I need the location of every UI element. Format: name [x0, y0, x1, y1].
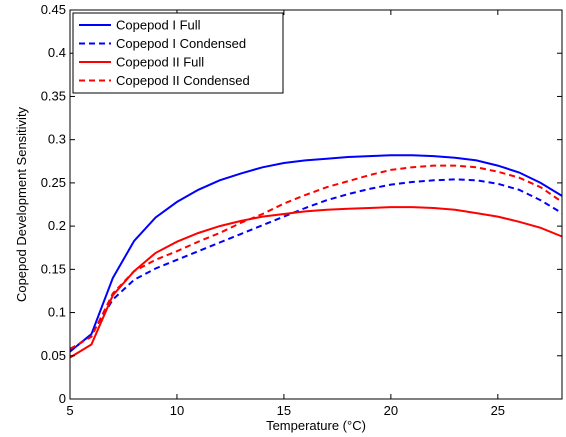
legend-box	[72, 12, 284, 94]
x-axis-label: Temperature (°C)	[266, 418, 366, 433]
series-line-2	[69, 178, 563, 353]
y-axis-ticks: 0 0.05 0.1 0.15 0.2 0.25 0.3 0.35 0.4 0.45	[41, 2, 562, 406]
series-layer	[69, 154, 563, 359]
y-tick-label: 0.2	[48, 218, 66, 233]
y-axis-label: Copepod Development Sensitivity	[14, 106, 29, 302]
y-tick-label: 0.4	[48, 45, 66, 60]
y-tick-label: 0.05	[41, 348, 66, 363]
x-tick-label: 20	[384, 403, 398, 418]
y-tick-label: 0	[59, 391, 66, 406]
legend: Copepod I Full Copepod I Condensed Copepod…	[72, 12, 284, 94]
series-line-1	[69, 154, 563, 353]
x-tick-label: 25	[491, 403, 505, 418]
x-tick-label: 15	[277, 403, 291, 418]
x-axis-ticks: 5 10 15 20 25	[66, 10, 505, 418]
x-tick-label: 10	[170, 403, 184, 418]
y-tick-label: 0.3	[48, 132, 66, 147]
y-tick-label: 0.1	[48, 305, 66, 320]
y-tick-label: 0.25	[41, 175, 66, 190]
plot-frame	[69, 9, 563, 400]
y-tick-label: 0.15	[41, 261, 66, 276]
series-line-3	[69, 206, 563, 359]
legend-label-4: Copepod II Condensed	[116, 73, 250, 88]
x-tick-label: 5	[66, 403, 73, 418]
series-line-4	[69, 164, 563, 350]
y-tick-label: 0.35	[41, 88, 66, 103]
legend-label-1: Copepod I Full	[116, 18, 201, 33]
y-tick-label: 0.45	[41, 2, 66, 17]
legend-label-2: Copepod I Condensed	[116, 36, 246, 51]
legend-label-3: Copepod II Full	[116, 55, 204, 70]
